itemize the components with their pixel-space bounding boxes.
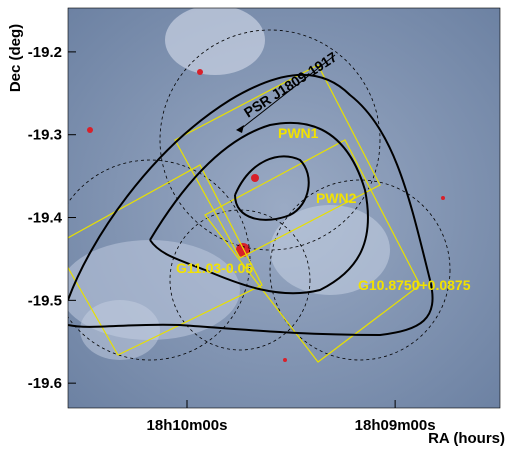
y-tick-label: -19.4 (28, 210, 63, 227)
annotation: PWN1 (278, 125, 319, 141)
y-axis-label: Dec (deg) (7, 24, 24, 92)
annotation: G11.03-0.05 (176, 260, 253, 276)
annotation: PWN2 (316, 190, 357, 206)
x-axis-label: RA (hours) (428, 430, 505, 447)
y-tick-label: -19.2 (28, 44, 62, 61)
y-tick-label: -19.3 (28, 127, 62, 144)
x-tick-label: 18h10m00s (147, 417, 228, 434)
chart: PSR J1809-1917 PWN1 PWN2 G11.03-0.05 G10… (0, 0, 520, 449)
y-tick-label: -19.5 (28, 292, 62, 309)
annotation: G10.8750+0.0875 (358, 277, 471, 293)
y-tick-label: -19.6 (28, 375, 62, 392)
sky-image (50, 5, 500, 408)
x-tick-label: 18h09m00s (355, 417, 436, 434)
